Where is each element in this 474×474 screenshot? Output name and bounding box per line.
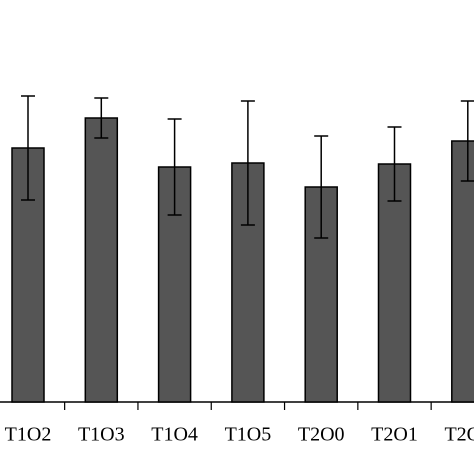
x-tick-label: T1O3 xyxy=(78,424,125,446)
bar xyxy=(377,163,412,403)
x-tick-label: T2O0 xyxy=(298,424,345,446)
bar xyxy=(231,162,265,403)
x-tick-label: T1O5 xyxy=(225,424,272,446)
x-tick-label: T2O1 xyxy=(371,424,418,446)
bar xyxy=(84,117,119,403)
bar xyxy=(157,166,192,403)
x-tick-label: T2O2 xyxy=(444,424,474,446)
x-tick-label: T1O2 xyxy=(5,424,52,446)
x-tick-label: T1O4 xyxy=(151,424,198,446)
bar xyxy=(451,140,474,403)
